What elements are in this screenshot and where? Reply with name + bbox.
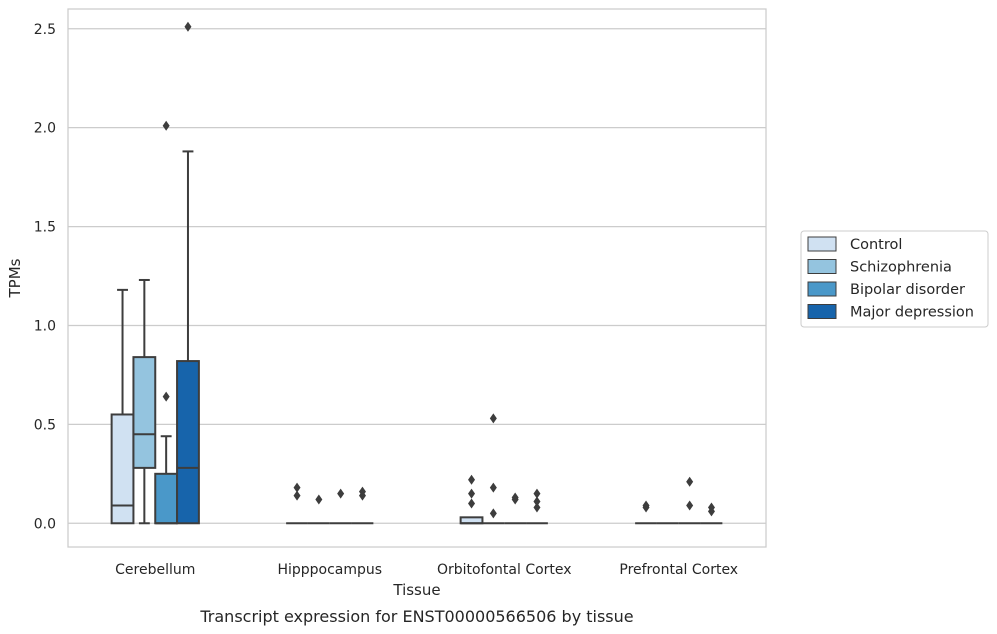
x-tick-label: Hipppocampus <box>277 562 382 578</box>
outlier-point <box>337 488 345 499</box>
outlier-point <box>468 474 476 485</box>
legend-label: Schizophrenia <box>850 260 952 276</box>
outlier-point <box>511 492 519 503</box>
x-axis-title: Tissue <box>392 581 440 599</box>
outlier-point <box>184 21 192 32</box>
chart-caption: Transcript expression for ENST0000056650… <box>199 607 633 626</box>
plot-frame <box>67 8 767 548</box>
box <box>154 472 179 525</box>
legend-frame <box>800 230 989 328</box>
outlier-point <box>533 502 541 513</box>
legend-label: Bipolar disorder <box>850 282 965 298</box>
outlier-point <box>642 500 650 511</box>
x-tick-label: Prefrontal Cortex <box>619 562 738 578</box>
outlier-point <box>489 482 497 493</box>
y-axis-title: TPMs <box>6 258 24 298</box>
outlier-point <box>468 488 476 499</box>
legend-swatch <box>807 236 837 252</box>
outlier-point <box>533 488 541 499</box>
outlier-point <box>162 120 170 131</box>
legend-label: Major depression <box>850 305 974 321</box>
y-axis-ticks: 0.0 0.5 1.0 1.5 2.0 2.5 <box>34 22 56 532</box>
box <box>132 356 157 469</box>
outlier-point <box>489 508 497 519</box>
outlier-point <box>533 496 541 507</box>
x-tick-label: Cerebellum <box>115 562 195 578</box>
box-plots <box>110 21 723 525</box>
outlier-point <box>315 494 323 505</box>
outlier-point <box>707 502 715 513</box>
outlier-point <box>489 413 497 424</box>
outlier-point <box>293 482 301 493</box>
outlier-point <box>468 498 476 509</box>
y-tick-label: 1.5 <box>34 220 56 236</box>
y-tick-label: 2.5 <box>34 22 56 38</box>
legend: Control Schizophrenia Bipolar disorder Majo… <box>800 230 989 328</box>
y-tick-label: 0.5 <box>34 417 56 433</box>
legend-label: Control <box>850 237 902 253</box>
y-tick-label: 1.0 <box>34 318 56 334</box>
box <box>110 413 135 525</box>
outlier-point <box>686 500 694 511</box>
legend-swatch <box>807 281 837 297</box>
outlier-point <box>686 476 694 487</box>
outlier-point <box>162 391 170 402</box>
box <box>176 360 200 525</box>
x-axis-ticks: Cerebellum Hipppocampus Orbitofontal Corte… <box>115 562 738 578</box>
legend-swatch <box>807 259 837 274</box>
legend-swatch <box>807 304 837 319</box>
plot-background <box>68 9 766 547</box>
outlier-point <box>358 486 366 497</box>
outlier-point <box>293 490 301 501</box>
y-tick-label: 0.0 <box>34 516 56 532</box>
y-tick-label: 2.0 <box>34 121 56 137</box>
x-tick-label: Orbitofontal Cortex <box>437 562 572 578</box>
